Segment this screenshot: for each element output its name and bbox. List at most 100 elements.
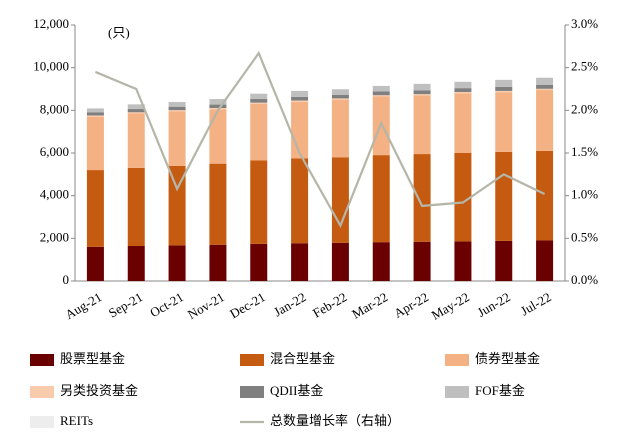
- x-tick-label: Jul-22: [518, 289, 554, 318]
- bar-segment: [536, 150, 554, 241]
- bar-segment: [413, 94, 431, 96]
- bar-segment: [331, 94, 349, 99]
- bar-segment: [209, 163, 227, 245]
- legend-label: 混合型基金: [270, 351, 335, 366]
- bar-segment: [454, 241, 472, 281]
- legend-swatch: [240, 354, 264, 366]
- bar-segment: [372, 242, 390, 281]
- y2-tick-label: 2.5%: [571, 59, 598, 74]
- bar-segment: [495, 151, 513, 241]
- line: [94, 50, 546, 229]
- x-tick-label: Aug-21: [63, 289, 105, 322]
- legend-swatch: [240, 386, 264, 398]
- x-tick-label: Dec-21: [227, 289, 268, 321]
- y2-tick-label: 0.0%: [571, 272, 598, 287]
- legend-swatch: [445, 354, 469, 366]
- bar-segment: [86, 115, 104, 117]
- bar-segment: [331, 98, 349, 100]
- bar-segment: [168, 165, 186, 246]
- legend-label: 另类投资基金: [60, 383, 138, 398]
- legend-swatch: [30, 386, 54, 398]
- bar-segment: [250, 102, 268, 104]
- y2-tick-label: 1.0%: [571, 187, 598, 202]
- x-tick-label: Sep-21: [106, 289, 145, 320]
- y2-tick-label: 1.5%: [571, 144, 598, 159]
- bar-segment: [413, 241, 431, 281]
- bar-segment: [454, 88, 472, 92]
- x-tick-label: Jun-22: [475, 289, 513, 320]
- bar-segment: [372, 91, 390, 96]
- bar-segment: [291, 90, 309, 97]
- bar-segment: [413, 90, 431, 95]
- bar-segment: [291, 101, 309, 159]
- legend-label: REITs: [60, 413, 93, 428]
- bar-segment: [168, 110, 186, 112]
- bar-segment: [495, 90, 513, 93]
- bar-segment: [536, 84, 554, 89]
- bar-segment: [127, 246, 145, 281]
- x-tick-label: Nov-21: [185, 289, 227, 322]
- bar-segment: [372, 155, 390, 243]
- legend-label: QDII基金: [270, 383, 323, 398]
- x-tick-label: Mar-22: [349, 289, 390, 321]
- y-tick-label: 8,000: [40, 101, 69, 116]
- y-tick-label: 6,000: [40, 144, 69, 159]
- y-tick-label: 2,000: [40, 229, 69, 244]
- bar-segment: [250, 243, 268, 281]
- bar-segment: [413, 154, 431, 242]
- legend-label: 债券型基金: [475, 351, 540, 366]
- bar-segment: [454, 153, 472, 242]
- bar-segment: [413, 83, 431, 91]
- x-tick-label: Apr-22: [391, 289, 431, 321]
- bar-segment: [168, 111, 186, 166]
- bar-segment: [413, 95, 431, 155]
- bar-segment: [168, 245, 186, 281]
- bar-segment: [291, 100, 309, 102]
- bar-segment: [536, 240, 554, 281]
- bar-segment: [536, 88, 554, 91]
- bar-segment: [331, 242, 349, 281]
- y-tick-label: 0: [63, 272, 70, 287]
- y2-tick-label: 0.5%: [571, 229, 598, 244]
- y2-tick-label: 2.0%: [571, 101, 598, 116]
- legend-swatch: [445, 386, 469, 398]
- bar-segment: [127, 109, 145, 113]
- bar-segment: [250, 99, 268, 103]
- bar-segment: [372, 86, 390, 92]
- bar-segment: [454, 91, 472, 94]
- bar-segment: [331, 157, 349, 243]
- legend-label: 总数量增长率（右轴）: [270, 413, 400, 428]
- bar-segment: [127, 104, 145, 110]
- x-tick-label: Jan-22: [271, 289, 309, 319]
- bar-segment: [168, 102, 186, 107]
- bar-segment: [168, 106, 186, 111]
- bar-segment: [127, 113, 145, 168]
- bar-segment: [454, 93, 472, 153]
- x-tick-label: Oct-21: [147, 289, 186, 320]
- legend-swatch: [30, 416, 54, 428]
- y2-tick-label: 3.0%: [571, 16, 598, 31]
- bar-segment: [86, 170, 104, 247]
- bar-segment: [127, 112, 145, 114]
- bar-segment: [250, 103, 268, 161]
- bar-segment: [495, 79, 513, 87]
- y-tick-label: 10,000: [33, 59, 69, 74]
- bar-segment: [86, 116, 104, 171]
- x-tick-label: Feb-22: [310, 289, 349, 320]
- bar-segment: [209, 109, 227, 164]
- bar-segment: [536, 77, 554, 85]
- bar-segment: [495, 92, 513, 152]
- bar-segment: [250, 93, 268, 100]
- unit-annotation: (只): [108, 25, 130, 40]
- legend-label: FOF基金: [475, 383, 525, 398]
- y-tick-label: 12,000: [33, 16, 69, 31]
- bar-segment: [86, 112, 104, 116]
- y-tick-label: 4,000: [40, 187, 69, 202]
- bar-segment: [250, 160, 268, 244]
- bar-segment: [127, 167, 145, 247]
- bar-segment: [291, 96, 309, 101]
- bar-segment: [86, 246, 104, 281]
- bar-segment: [331, 89, 349, 95]
- legend-label: 股票型基金: [60, 351, 125, 366]
